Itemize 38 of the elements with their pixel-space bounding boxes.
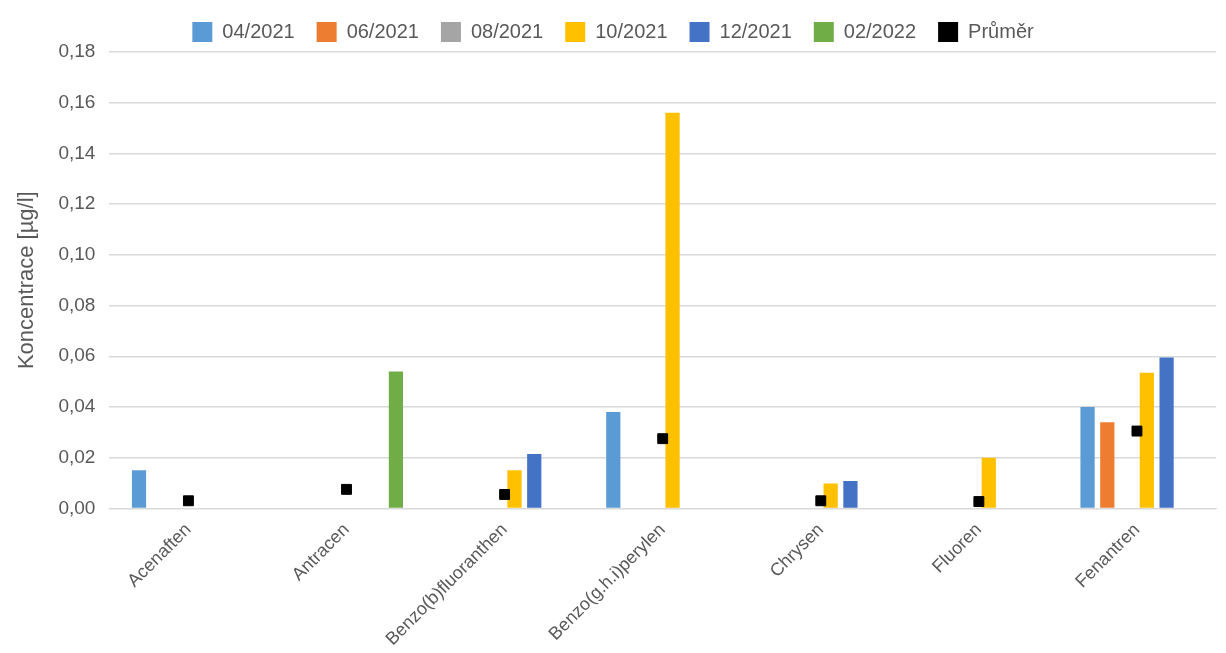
legend-label: Průměr xyxy=(968,19,1035,42)
y-tick-label: 0,10 xyxy=(58,243,96,265)
legend-label: 04/2021 xyxy=(222,19,295,42)
legend-label: 12/2021 xyxy=(719,19,792,42)
bar xyxy=(606,412,621,508)
y-tick-label: 0,00 xyxy=(58,496,96,518)
y-tick-label: 0,16 xyxy=(58,90,96,112)
y-tick-label: 0,06 xyxy=(58,344,96,366)
point xyxy=(182,495,194,507)
point xyxy=(341,483,352,495)
legend-label: 08/2021 xyxy=(470,19,544,42)
bar xyxy=(388,371,404,508)
point xyxy=(1131,425,1143,437)
y-axis-title: Koncentrace [µg/l] xyxy=(13,191,39,370)
legend-label: 02/2022 xyxy=(843,19,917,42)
point xyxy=(657,433,669,445)
bar xyxy=(507,470,522,508)
y-tick-label: 0,18 xyxy=(58,40,96,62)
y-tick-label: 0,12 xyxy=(58,192,96,214)
bar xyxy=(1080,406,1095,508)
point xyxy=(815,495,827,507)
bar xyxy=(665,112,680,508)
bar xyxy=(1139,372,1154,508)
bar xyxy=(1159,357,1174,508)
y-tick-label: 0,08 xyxy=(58,293,96,315)
point xyxy=(973,496,985,507)
bar xyxy=(843,481,858,508)
legend-label: 10/2021 xyxy=(595,19,668,42)
bar xyxy=(981,457,996,508)
bar xyxy=(1100,422,1115,508)
y-tick-label: 0,02 xyxy=(58,445,96,467)
legend-label: 06/2021 xyxy=(346,19,419,42)
bar xyxy=(527,453,542,508)
bar xyxy=(131,470,147,508)
y-tick-label: 0,14 xyxy=(58,141,96,163)
point xyxy=(499,489,511,500)
bar xyxy=(823,483,838,508)
y-tick-label: 0,04 xyxy=(58,395,96,417)
